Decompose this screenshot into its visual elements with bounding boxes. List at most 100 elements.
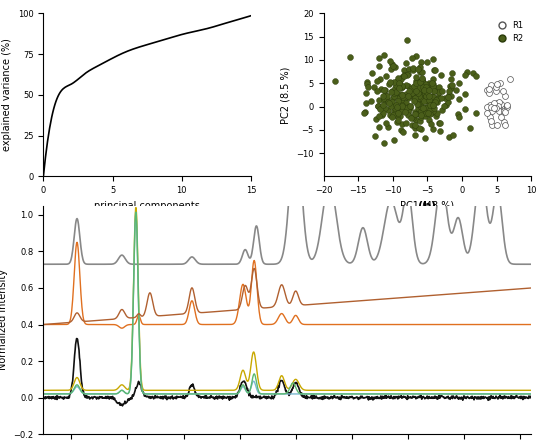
- R2: [454, 110, 463, 117]
- R2: [400, 66, 409, 73]
- R2: [399, 72, 408, 79]
- R1: [496, 79, 505, 86]
- PC1: [376, 395, 383, 400]
- R2: [415, 84, 423, 91]
- siloxane 63000 g/mol: [376, 391, 382, 396]
- PC1: [119, 403, 126, 408]
- R2: [412, 100, 421, 107]
- R2: [417, 88, 426, 95]
- R2: [421, 135, 429, 142]
- R2: [415, 78, 424, 85]
- R2: [428, 105, 436, 112]
- R2: [398, 73, 406, 80]
- nutrive fluid: [40, 322, 47, 327]
- R2: [433, 109, 442, 116]
- R2: [379, 95, 388, 102]
- R2: [428, 80, 436, 87]
- R1: [502, 101, 511, 108]
- R1: [497, 113, 506, 120]
- R1: [490, 105, 499, 112]
- R2: [424, 86, 433, 93]
- R2: [404, 92, 413, 99]
- R2: [377, 111, 386, 118]
- R2: [375, 113, 383, 120]
- siloxane 17000 g/mol: [238, 372, 244, 377]
- R2: [431, 87, 440, 94]
- R2: [428, 81, 437, 88]
- R2: [390, 93, 398, 100]
- R2: [406, 104, 415, 111]
- siloxane 770 g/mol: [74, 240, 80, 245]
- R2: [401, 59, 410, 66]
- siloxane 63000 g/mol: [528, 391, 534, 396]
- siloxane 17000 g/mol: [90, 388, 96, 393]
- R2: [445, 133, 454, 140]
- R2: [422, 84, 430, 91]
- R2: [429, 81, 437, 88]
- R2: [422, 97, 431, 105]
- R2: [398, 83, 406, 90]
- R2: [390, 84, 399, 91]
- R2: [346, 54, 354, 61]
- R2: [427, 120, 435, 127]
- R2: [392, 102, 401, 109]
- R2: [403, 112, 412, 119]
- R2: [437, 72, 446, 79]
- R2: [390, 136, 398, 144]
- R2: [398, 120, 406, 128]
- R2: [435, 120, 443, 127]
- siloxane 139000 g/mol: [255, 389, 262, 394]
- siloxane 139000 g/mol: [90, 391, 96, 396]
- R2: [403, 36, 411, 43]
- siloxane 139000 g/mol: [421, 391, 428, 396]
- nutrive fluid: [421, 293, 428, 299]
- Y-axis label: PC2 (8.5 %): PC2 (8.5 %): [281, 66, 291, 124]
- R1: [498, 88, 507, 95]
- R2: [370, 132, 379, 139]
- R2: [383, 96, 391, 103]
- R2: [424, 97, 433, 104]
- R2: [389, 94, 397, 101]
- R1: [497, 104, 506, 111]
- R2: [403, 104, 412, 111]
- siloxane 139000 g/mol: [40, 391, 47, 396]
- R1: [482, 103, 491, 110]
- R2: [404, 91, 412, 98]
- R2: [437, 88, 446, 95]
- R2: [446, 82, 455, 89]
- Y-axis label: Normalized intensity: Normalized intensity: [0, 269, 8, 370]
- R1: [501, 121, 509, 128]
- R1: [485, 90, 494, 97]
- R2: [400, 72, 409, 79]
- R2: [416, 78, 425, 85]
- R2: [472, 73, 480, 80]
- R2: [409, 92, 417, 99]
- R2: [411, 110, 420, 117]
- R2: [422, 110, 430, 117]
- R2: [425, 110, 434, 117]
- nutrive fluid: [90, 318, 96, 323]
- R2: [415, 91, 424, 98]
- R2: [385, 57, 394, 64]
- R2: [387, 66, 396, 73]
- R2: [417, 99, 425, 106]
- Line: siloxane 17000 g/mol: siloxane 17000 g/mol: [43, 208, 531, 390]
- Line: siloxane 770 g/mol: siloxane 770 g/mol: [43, 242, 531, 328]
- R2: [421, 106, 429, 113]
- R2: [395, 79, 403, 86]
- R2: [393, 75, 402, 82]
- R2: [425, 116, 434, 123]
- R2: [416, 68, 424, 75]
- R2: [428, 93, 436, 100]
- R2: [455, 79, 464, 86]
- R2: [382, 72, 390, 79]
- R2: [409, 98, 418, 105]
- siloxane 139000 g/mol: [132, 210, 139, 215]
- siloxane 770 g/mol: [119, 326, 125, 331]
- R2: [379, 97, 388, 104]
- siloxane 770 g/mol: [238, 285, 245, 290]
- R2: [397, 126, 405, 133]
- R2: [372, 116, 380, 123]
- R1: [488, 107, 496, 114]
- R2: [424, 93, 433, 100]
